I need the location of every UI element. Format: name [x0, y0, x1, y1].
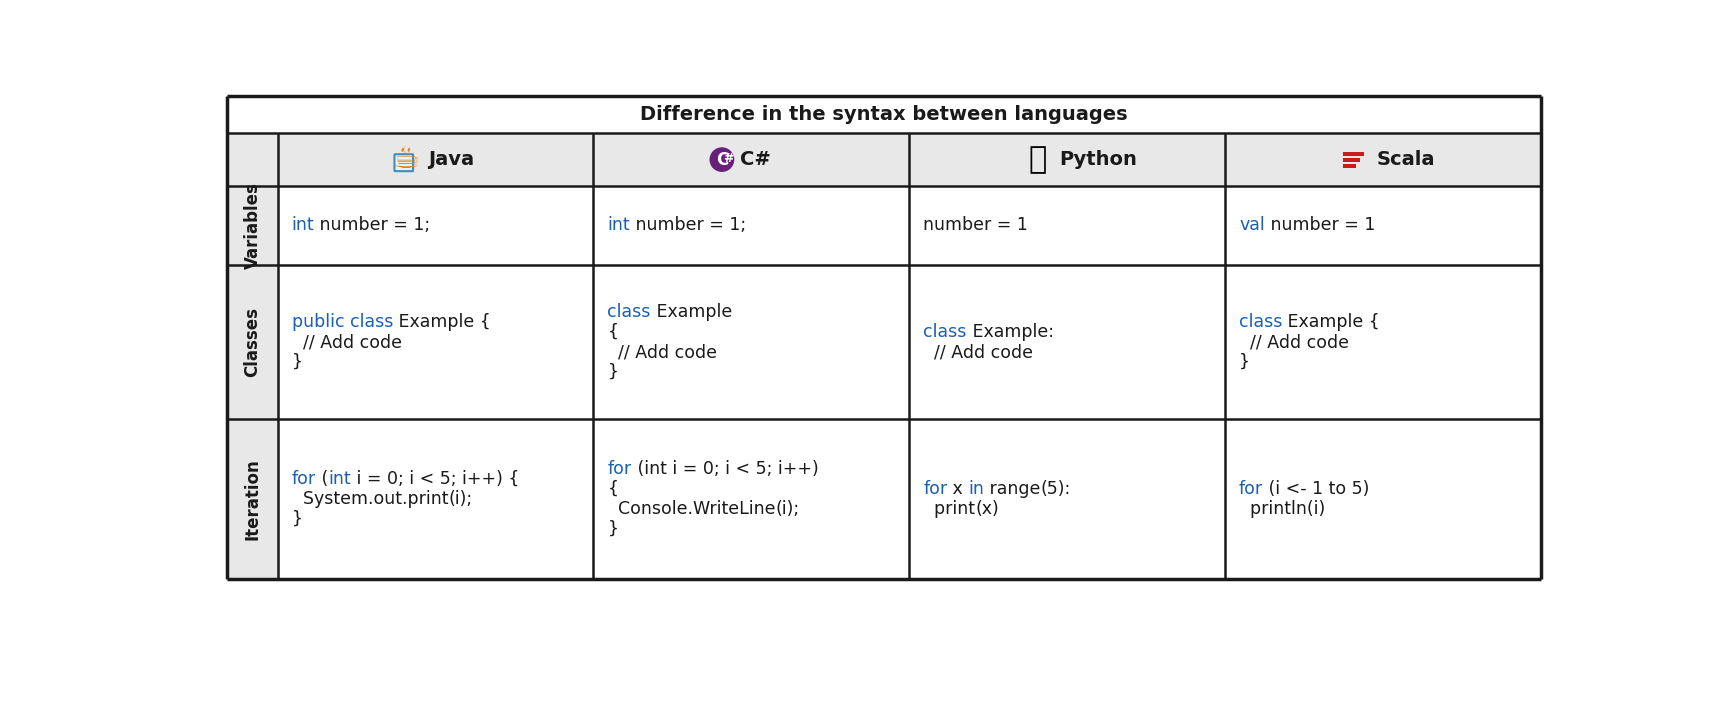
Text: Example {: Example { — [1282, 313, 1380, 331]
Text: }: } — [607, 520, 618, 538]
Text: class: class — [923, 323, 966, 341]
Bar — [228, 265, 278, 419]
Text: (: ( — [316, 470, 328, 488]
Text: class: class — [1239, 313, 1282, 331]
Text: Iteration: Iteration — [243, 458, 262, 539]
Text: val: val — [1239, 217, 1264, 234]
Bar — [1342, 158, 1359, 162]
Text: }: } — [292, 510, 302, 528]
Bar — [1342, 164, 1356, 168]
Text: range: range — [985, 480, 1040, 498]
Text: number = 1: number = 1 — [1264, 217, 1375, 234]
Text: number = 1;: number = 1; — [314, 217, 430, 234]
Text: {: { — [607, 480, 618, 498]
Text: // Add code: // Add code — [1239, 333, 1349, 351]
Text: int: int — [328, 470, 350, 488]
Text: (i);: (i); — [448, 490, 473, 507]
Text: for: for — [923, 480, 947, 498]
Text: (5):: (5): — [1040, 480, 1071, 498]
Text: int: int — [292, 217, 314, 234]
Text: Python: Python — [1059, 150, 1137, 169]
Text: C: C — [716, 150, 728, 169]
Text: }: } — [292, 353, 302, 371]
Circle shape — [709, 148, 735, 172]
Text: Difference in the syntax between languages: Difference in the syntax between languag… — [640, 105, 1128, 124]
Text: number = 1: number = 1 — [923, 217, 1028, 234]
Text: }: } — [1239, 353, 1251, 371]
Text: (x): (x) — [975, 500, 999, 518]
Text: // Add code: // Add code — [292, 333, 402, 351]
Text: Example:: Example: — [966, 323, 1054, 341]
Text: Java: Java — [428, 150, 474, 169]
Bar — [228, 134, 1540, 186]
Text: class: class — [607, 303, 650, 321]
Text: for: for — [292, 470, 316, 488]
Text: public: public — [292, 313, 350, 331]
Text: Scala: Scala — [1377, 150, 1435, 169]
Text: Example {: Example { — [393, 313, 492, 331]
Text: Classes: Classes — [243, 307, 262, 377]
Text: (int i = 0; i < 5; i++): (int i = 0; i < 5; i++) — [631, 459, 818, 478]
Text: 🐍: 🐍 — [1028, 145, 1047, 174]
Text: (i <- 1 to 5): (i <- 1 to 5) — [1263, 480, 1370, 498]
Text: // Add code: // Add code — [923, 343, 1033, 361]
Text: x: x — [947, 480, 968, 498]
Bar — [228, 419, 278, 579]
Text: print: print — [923, 500, 975, 518]
Text: (i);: (i); — [776, 500, 800, 518]
Bar — [228, 186, 278, 265]
Text: in: in — [968, 480, 985, 498]
Text: Console.WriteLine: Console.WriteLine — [607, 500, 776, 518]
Text: class: class — [350, 313, 393, 331]
Text: System.out.print: System.out.print — [292, 490, 448, 507]
Text: }: } — [607, 364, 618, 381]
Text: C#: C# — [740, 150, 771, 169]
Text: for: for — [1239, 480, 1263, 498]
Bar — [1342, 152, 1364, 156]
Text: i = 0; i < 5; i++) {: i = 0; i < 5; i++) { — [350, 470, 519, 488]
Text: {: { — [607, 323, 618, 341]
Text: Example: Example — [650, 303, 731, 321]
Text: for: for — [607, 459, 631, 478]
Text: ☕: ☕ — [392, 145, 419, 174]
Text: number = 1;: number = 1; — [630, 217, 747, 234]
Text: Variables: Variables — [243, 182, 262, 269]
Text: #: # — [723, 152, 735, 164]
Text: // Add code: // Add code — [607, 343, 718, 361]
FancyBboxPatch shape — [395, 154, 412, 171]
Text: println(i): println(i) — [1239, 500, 1325, 518]
Text: int: int — [607, 217, 630, 234]
Bar — [228, 97, 1540, 134]
